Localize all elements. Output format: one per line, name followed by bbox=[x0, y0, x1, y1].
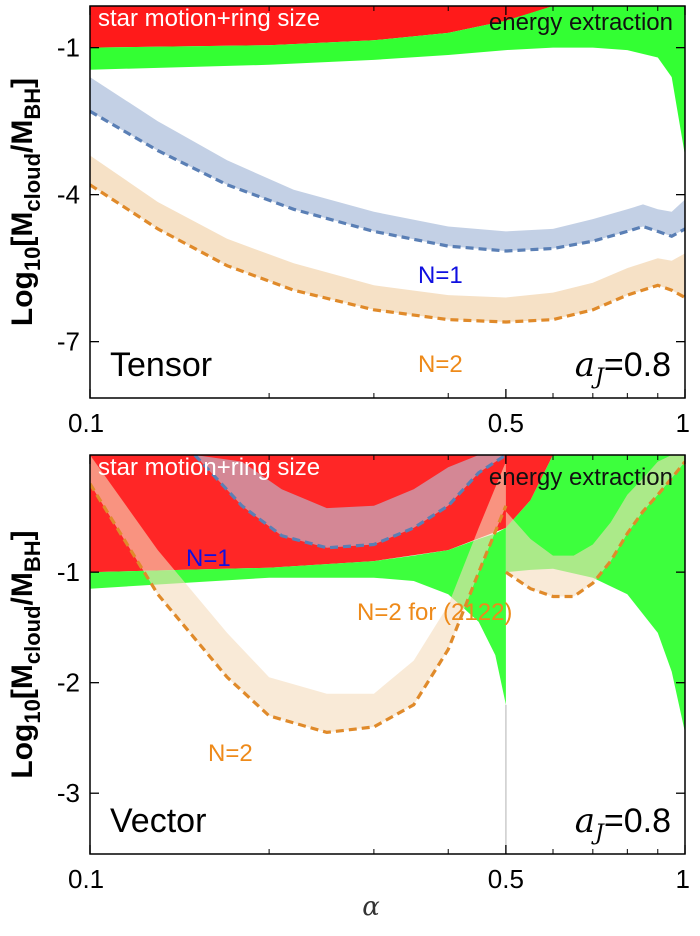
series-n-1-band bbox=[90, 77, 685, 251]
y-axis-label-open: [ bbox=[6, 237, 39, 247]
y-axis-label-slash: / bbox=[6, 144, 39, 153]
y-tick-label: -4 bbox=[57, 180, 80, 210]
y-tick-label: -2 bbox=[57, 668, 80, 698]
series-n-2-line bbox=[90, 183, 685, 324]
region-energy-extraction bbox=[90, 527, 506, 705]
y-axis-label-open: [ bbox=[6, 689, 39, 699]
series-n-2-band bbox=[90, 455, 506, 733]
label-n1: N=1 bbox=[186, 545, 231, 572]
series-n-1-line bbox=[193, 455, 507, 550]
spin-value: =0.8 bbox=[604, 346, 671, 384]
label-n2: N=2 bbox=[418, 351, 463, 378]
y-axis-label-cloud: cloud bbox=[20, 153, 45, 212]
series-n-1-band bbox=[194, 455, 506, 548]
y-axis-label-sub10: 10 bbox=[20, 699, 45, 723]
label-energy-extraction: energy extraction bbox=[489, 9, 673, 36]
plot-area bbox=[90, 6, 685, 324]
series-n-2-band bbox=[90, 155, 685, 322]
x-tick-label: 0.1 bbox=[68, 864, 104, 894]
series-n-2-line bbox=[90, 482, 508, 735]
plot-area bbox=[90, 455, 685, 854]
y-tick-label: -1 bbox=[57, 557, 80, 587]
region-energy-extraction-right bbox=[505, 455, 685, 733]
y-axis-label: Log10​[Mcloud​/MBH​] bbox=[6, 78, 45, 326]
y-axis-label-mbh: M bbox=[6, 572, 39, 597]
series-n-2-for-2122--line bbox=[505, 460, 685, 599]
spin-annotation: aJ=0.8 bbox=[575, 345, 671, 390]
y-axis-label-bh: BH bbox=[20, 88, 45, 120]
panel-tensor: -7 -4 -1 0.1 0.5 1 Log10​[Mcloud​/MBH​] star mo… bbox=[6, 5, 690, 438]
y-axis-label-log: Log bbox=[6, 724, 39, 779]
label-energy-extraction: energy extraction bbox=[489, 464, 673, 491]
y-axis-label-mbh: M bbox=[6, 120, 39, 145]
panel-name: Tensor bbox=[110, 346, 212, 384]
y-tick-label: -3 bbox=[57, 778, 80, 808]
y-axis-label-sub10: 10 bbox=[20, 247, 45, 271]
x-axis-label: α bbox=[362, 892, 380, 922]
x-tick-label: 0.5 bbox=[488, 408, 524, 438]
y-axis-label-mcloud: M bbox=[6, 664, 39, 689]
spin-annotation: aJ=0.8 bbox=[575, 801, 671, 846]
x-tick-label: 0.1 bbox=[68, 408, 104, 438]
plot-frame bbox=[89, 454, 686, 855]
spin-symbol: a bbox=[575, 345, 595, 385]
x-tick-label: 1 bbox=[676, 408, 690, 438]
panel-name: Vector bbox=[110, 802, 206, 840]
label-n2: N=2 bbox=[208, 740, 253, 767]
region-energy-extraction bbox=[90, 6, 685, 156]
spin-value: =0.8 bbox=[604, 802, 671, 840]
y-axis-label-slash: / bbox=[6, 596, 39, 605]
y-axis-label-mcloud: M bbox=[6, 212, 39, 237]
label-n2-2122: N=2 for (2122) bbox=[357, 599, 512, 626]
region-star-motion-ring-size bbox=[90, 6, 553, 48]
y-tick-label: -1 bbox=[57, 33, 80, 63]
y-axis-label-log: Log bbox=[6, 271, 39, 326]
label-star-motion-ring-size: star motion+ring size bbox=[98, 5, 320, 32]
y-axis-label-close: ] bbox=[6, 530, 39, 540]
y-axis-label-close: ] bbox=[6, 78, 39, 88]
y-axis-label-bh: BH bbox=[20, 540, 45, 572]
y-tick-label: -7 bbox=[57, 327, 80, 357]
x-tick-label: 1 bbox=[676, 864, 690, 894]
spin-subscript: J bbox=[591, 365, 605, 390]
y-axis-label: Log10​[Mcloud​/MBH​] bbox=[6, 530, 45, 778]
x-tick-label: 0.5 bbox=[488, 864, 524, 894]
spin-subscript: J bbox=[591, 821, 605, 846]
spin-symbol: a bbox=[575, 801, 595, 841]
y-axis-label-cloud: cloud bbox=[20, 605, 45, 664]
label-n1: N=1 bbox=[418, 262, 463, 289]
label-star-motion-ring-size: star motion+ring size bbox=[98, 454, 320, 481]
plot-frame bbox=[89, 5, 686, 399]
panel-vector: -3 -2 -1 0.1 0.5 1 Log10​[Mcloud​/MBH​] star mo… bbox=[6, 454, 690, 894]
series-n-2-for-2122--band bbox=[505, 455, 685, 597]
